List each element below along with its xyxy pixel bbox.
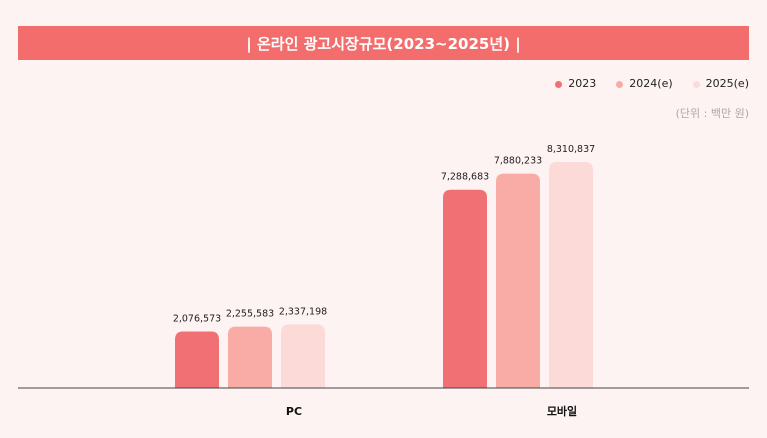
legend-label: 2024(e) [629,77,673,90]
bar [281,324,325,388]
bar [496,173,540,388]
legend-dot [555,80,563,88]
legend-label: 2023 [568,77,597,90]
data-label: 2,337,198 [279,306,327,317]
legend: 2023 2024(e) 2025(e) [555,77,749,90]
data-label: 7,880,233 [494,156,542,167]
data-label: 2,076,573 [173,314,221,325]
legend-dot [616,80,624,88]
bar [443,189,487,388]
data-label: 8,310,837 [547,144,595,155]
unit-note: (단위 : 백만 원) [675,107,749,120]
legend-label: 2025(e) [705,77,749,90]
bar [228,326,272,388]
legend-item-2025: 2025(e) [692,77,749,90]
bar [175,331,219,388]
data-label: 2,255,583 [226,309,274,320]
bar [549,161,593,388]
legend-item-2023: 2023 [555,77,596,90]
x-tick-label: PC [286,405,302,418]
legend-item-2024: 2024(e) [616,77,673,90]
chart-title: | 온라인 광고시장규모(2023~2025년) | [18,26,749,60]
legend-dot [692,80,700,88]
data-label: 7,288,683 [441,172,489,183]
x-tick-label: 모바일 [547,404,577,418]
